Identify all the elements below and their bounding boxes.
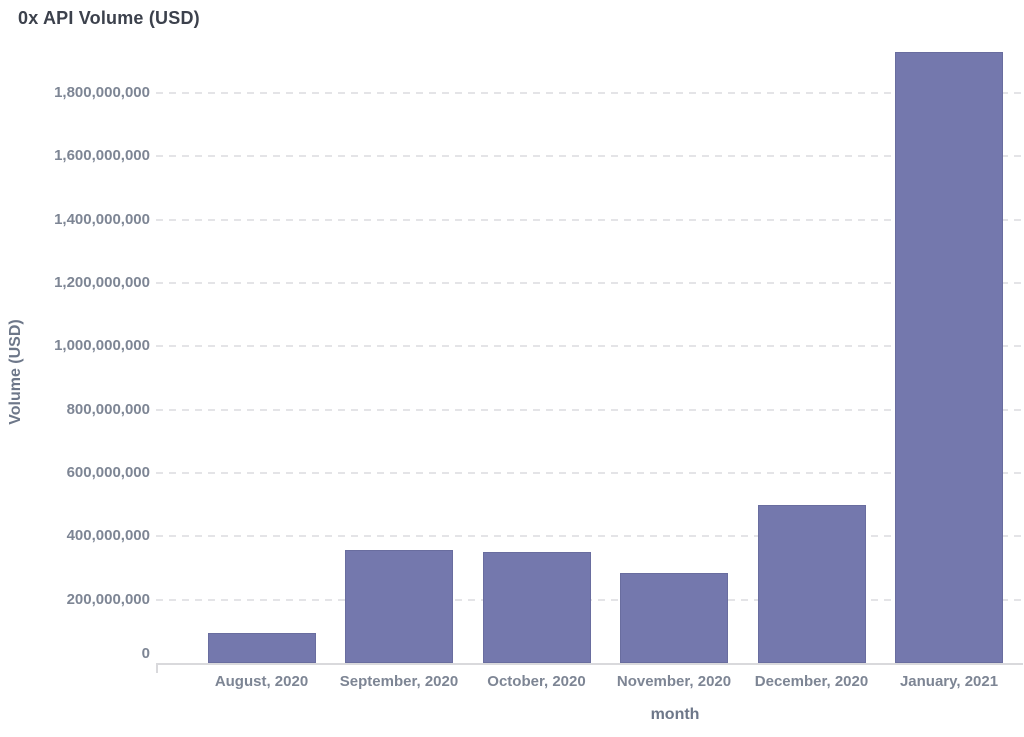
gridline bbox=[156, 92, 1023, 94]
y-tick-label: 600,000,000 bbox=[66, 464, 150, 481]
x-axis-line bbox=[156, 663, 1023, 665]
gridline bbox=[156, 282, 1023, 284]
gridline bbox=[156, 472, 1023, 474]
bar-december-2020 bbox=[757, 504, 866, 663]
bar-august-2020 bbox=[207, 632, 316, 663]
y-tick-label: 0 bbox=[141, 645, 150, 662]
gridline bbox=[156, 345, 1023, 348]
chart-title: 0x API Volume (USD) bbox=[18, 8, 200, 28]
gridline bbox=[156, 408, 1023, 411]
bar-november-2020 bbox=[620, 572, 728, 663]
y-axis-title: Volume (USD) bbox=[7, 319, 24, 425]
x-axis-title: month bbox=[650, 706, 700, 723]
x-tick-label-august-2020: August, 2020 bbox=[214, 673, 309, 690]
gridline bbox=[156, 535, 1023, 538]
axis-origin-tick bbox=[156, 663, 158, 673]
x-tick-label-january-2021: January, 2021 bbox=[899, 673, 999, 690]
gridline bbox=[156, 218, 1023, 221]
y-tick-label: 1,400,000,000 bbox=[54, 210, 150, 228]
y-tick-label: 400,000,000 bbox=[66, 527, 150, 545]
x-tick-label-september-2020: September, 2020 bbox=[339, 673, 459, 690]
bar-january-2021 bbox=[895, 51, 1003, 663]
y-tick-label: 1,600,000,000 bbox=[54, 147, 150, 165]
bar-september-2020 bbox=[345, 550, 453, 663]
y-tick-label: 1,000,000,000 bbox=[54, 337, 150, 355]
y-tick-label: 800,000,000 bbox=[66, 400, 150, 418]
x-tick-label-october-2020: October, 2020 bbox=[487, 673, 586, 690]
y-tick-label: 1,200,000,000 bbox=[54, 274, 150, 291]
x-tick-label-november-2020: November, 2020 bbox=[616, 673, 732, 690]
bar-october-2020 bbox=[482, 552, 591, 663]
y-tick-label: 1,800,000,000 bbox=[54, 84, 150, 101]
gridline bbox=[156, 155, 1023, 158]
x-tick-label-december-2020: December, 2020 bbox=[754, 673, 869, 690]
y-tick-label: 200,000,000 bbox=[66, 590, 150, 608]
